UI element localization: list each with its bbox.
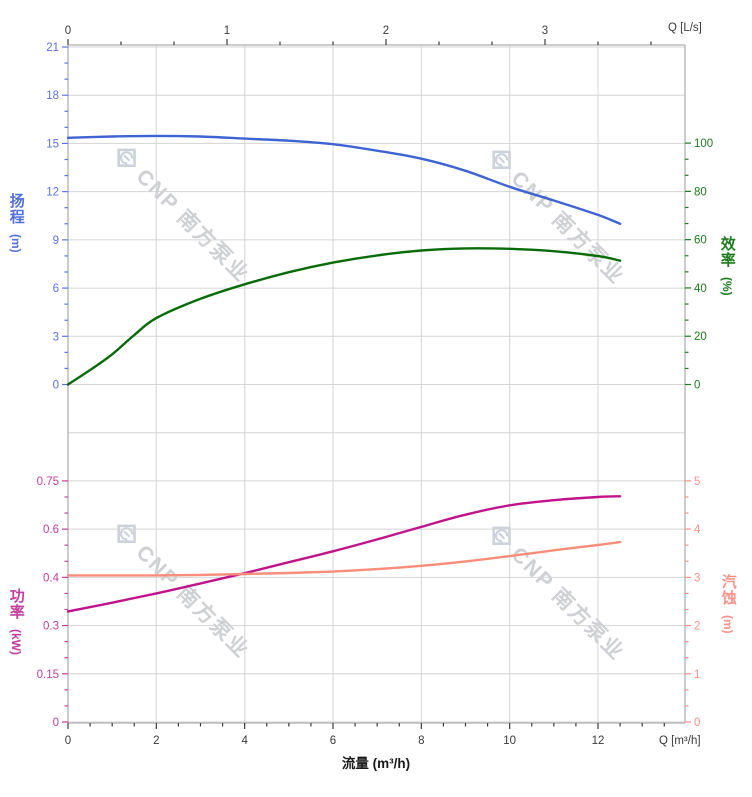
power-axis-title: 功率 (kW) xyxy=(7,588,25,656)
svg-text:0.15: 0.15 xyxy=(37,669,59,681)
svg-text:6: 6 xyxy=(330,735,336,747)
svg-text:80: 80 xyxy=(694,186,707,198)
bottom-axis-unit-label: Q [m³/h] xyxy=(659,735,701,747)
svg-text:60: 60 xyxy=(694,235,707,247)
head-axis-unit: (m) xyxy=(8,234,23,253)
svg-text:0.4: 0.4 xyxy=(43,572,60,584)
efficiency-axis-title-text: 效率 xyxy=(718,236,736,268)
svg-text:3: 3 xyxy=(694,572,700,584)
svg-text:18: 18 xyxy=(46,90,59,102)
svg-text:0: 0 xyxy=(53,717,59,729)
head-axis-title: 扬程 (m) xyxy=(7,193,25,253)
svg-text:0: 0 xyxy=(694,717,700,729)
npsh-curve xyxy=(66,540,622,577)
flow-axis-title: 流量 (m³/h) xyxy=(341,756,411,771)
svg-text:20: 20 xyxy=(694,331,707,343)
svg-text:4: 4 xyxy=(694,524,701,536)
svg-text:1: 1 xyxy=(694,669,700,681)
top-axis-unit-label: Q [L/s] xyxy=(668,22,702,34)
efficiency-axis-unit: (%) xyxy=(719,277,734,296)
svg-text:1: 1 xyxy=(224,25,230,37)
svg-text:40: 40 xyxy=(694,283,707,295)
efficiency-axis: 0 20 40 60 80 100 xyxy=(685,138,713,392)
bottom-flow-axis: 0 2 4 6 8 10 12 xyxy=(65,723,665,747)
power-axis: 0 0.15 0.3 0.4 0.6 0.75 xyxy=(37,476,68,729)
svg-text:0: 0 xyxy=(53,380,59,392)
svg-text:0: 0 xyxy=(65,25,71,37)
svg-text:6: 6 xyxy=(53,283,59,295)
svg-text:9: 9 xyxy=(53,235,59,247)
top-flow-axis: 0 1 2 3 xyxy=(65,25,652,45)
svg-text:4: 4 xyxy=(241,735,248,747)
npsh-axis-unit: (m) xyxy=(720,615,735,634)
svg-text:2: 2 xyxy=(694,621,700,633)
head-axis-title-text: 扬程 xyxy=(7,193,25,225)
svg-text:10: 10 xyxy=(503,735,516,747)
svg-text:15: 15 xyxy=(46,138,59,150)
svg-text:3: 3 xyxy=(53,331,59,343)
power-curve xyxy=(66,495,622,613)
gridlines xyxy=(68,45,685,723)
svg-text:8: 8 xyxy=(418,735,424,747)
svg-text:0: 0 xyxy=(65,735,71,747)
power-axis-unit: (kW) xyxy=(8,629,23,656)
svg-text:0.75: 0.75 xyxy=(37,476,59,488)
npsh-axis-title-text: 汽蚀 xyxy=(719,574,737,606)
head-axis: 0 3 6 9 12 15 18 21 xyxy=(46,42,68,392)
head-curve xyxy=(66,134,622,225)
svg-text:3: 3 xyxy=(542,25,548,37)
svg-text:12: 12 xyxy=(592,735,605,747)
efficiency-curve xyxy=(66,247,622,386)
svg-text:0: 0 xyxy=(694,380,700,392)
svg-text:2: 2 xyxy=(383,25,389,37)
svg-text:0.3: 0.3 xyxy=(43,621,59,633)
svg-text:5: 5 xyxy=(694,476,700,488)
svg-text:12: 12 xyxy=(46,187,59,199)
svg-text:21: 21 xyxy=(46,42,59,54)
npsh-axis: 0 1 2 3 4 5 xyxy=(685,476,701,729)
svg-text:100: 100 xyxy=(694,138,713,150)
efficiency-axis-title: 效率 (%) xyxy=(718,236,736,296)
svg-text:2: 2 xyxy=(153,735,159,747)
npsh-axis-title: 汽蚀 (m) xyxy=(719,574,737,634)
svg-text:0.6: 0.6 xyxy=(43,524,59,536)
power-axis-title-text: 功率 xyxy=(7,588,25,620)
